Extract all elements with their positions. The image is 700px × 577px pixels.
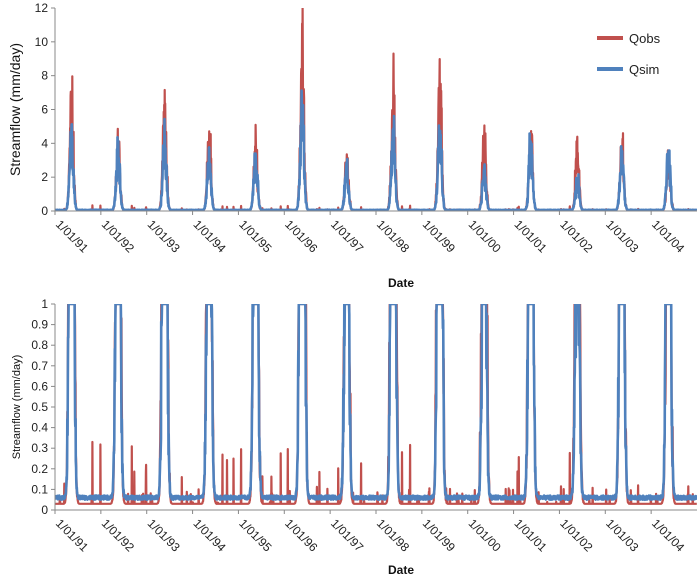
y-tick-label: 0.7 bbox=[31, 359, 48, 373]
x-tick-label: 1/01/96 bbox=[282, 516, 320, 554]
x-tick-label: 1/01/02 bbox=[557, 516, 595, 554]
x-tick-label: 1/01/95 bbox=[236, 217, 274, 255]
y-tick-label: 0.9 bbox=[31, 318, 48, 332]
y-tick-label: 0.2 bbox=[31, 462, 48, 476]
x-tick-label: 1/01/97 bbox=[328, 217, 366, 255]
x-tick-label: 1/01/92 bbox=[99, 516, 137, 554]
series-line-qobs bbox=[55, 304, 697, 505]
x-tick-label: 1/01/00 bbox=[466, 516, 504, 554]
y-tick-label: 10 bbox=[35, 35, 49, 49]
legend-label-qobs: Qobs bbox=[629, 31, 661, 46]
x-tick-label: 1/01/93 bbox=[145, 516, 183, 554]
x-axis-title: Date bbox=[388, 276, 414, 290]
x-tick-label: 1/01/98 bbox=[374, 516, 412, 554]
y-tick-label: 0.8 bbox=[31, 338, 48, 352]
y-tick-label: 6 bbox=[41, 103, 48, 117]
y-tick-label: 0.1 bbox=[31, 482, 48, 496]
x-axis-title: Date bbox=[388, 563, 414, 577]
y-axis-title: Streamflow (mm/day) bbox=[7, 43, 23, 176]
y-tick-label: 8 bbox=[41, 69, 48, 83]
y-tick-label: 0.6 bbox=[31, 379, 48, 393]
x-tick-label: 1/01/98 bbox=[374, 217, 412, 255]
y-tick-label: 4 bbox=[41, 136, 48, 150]
x-tick-label: 1/01/03 bbox=[603, 516, 641, 554]
y-tick-label: 0 bbox=[41, 503, 48, 517]
x-tick-label: 1/01/02 bbox=[557, 217, 595, 255]
x-tick-label: 1/01/93 bbox=[145, 217, 183, 255]
x-tick-label: 1/01/91 bbox=[53, 217, 91, 255]
y-tick-label: 0.4 bbox=[31, 421, 48, 435]
y-tick-label: 1 bbox=[41, 297, 48, 311]
y-tick-label: 2 bbox=[41, 170, 48, 184]
x-tick-label: 1/01/03 bbox=[603, 217, 641, 255]
x-tick-label: 1/01/01 bbox=[511, 516, 549, 554]
x-tick-label: 1/01/94 bbox=[190, 516, 228, 554]
legend-label-qsim: Qsim bbox=[629, 62, 659, 77]
y-tick-label: 0 bbox=[41, 204, 48, 218]
y-tick-label: 12 bbox=[35, 1, 49, 15]
x-tick-label: 1/01/94 bbox=[190, 217, 228, 255]
series-line-qsim bbox=[55, 304, 697, 501]
x-tick-label: 1/01/01 bbox=[511, 217, 549, 255]
x-tick-label: 1/01/04 bbox=[649, 516, 687, 554]
x-tick-label: 1/01/97 bbox=[328, 516, 366, 554]
x-tick-label: 1/01/91 bbox=[53, 516, 91, 554]
y-tick-label: 0.5 bbox=[31, 400, 48, 414]
x-tick-label: 1/01/95 bbox=[236, 516, 274, 554]
x-tick-label: 1/01/99 bbox=[420, 217, 458, 255]
x-tick-label: 1/01/99 bbox=[420, 516, 458, 554]
y-axis-title: Streamflow (mm/day) bbox=[11, 355, 23, 460]
x-tick-label: 1/01/92 bbox=[99, 217, 137, 255]
x-tick-label: 1/01/04 bbox=[649, 217, 687, 255]
x-tick-label: 1/01/96 bbox=[282, 217, 320, 255]
y-tick-label: 0.3 bbox=[31, 441, 48, 455]
series-line-qsim bbox=[55, 89, 697, 211]
x-tick-label: 1/01/00 bbox=[466, 217, 504, 255]
